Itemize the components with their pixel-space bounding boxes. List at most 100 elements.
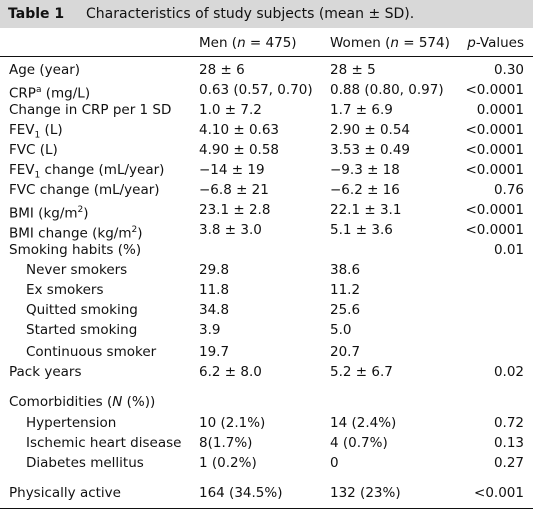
p-value: <0.0001	[465, 82, 524, 98]
p-value: <0.0001	[465, 122, 524, 138]
women-value: 0.88 (0.80, 0.97)	[330, 82, 444, 98]
table-row: BMI (kg/m2) 23.1 ± 2.8 22.1 ± 3.1 <0.0001	[0, 200, 533, 222]
header-rule	[0, 56, 533, 57]
men-value: 0.63 (0.57, 0.70)	[199, 82, 313, 98]
women-value: 3.53 ± 0.49	[330, 142, 411, 158]
table-row: Ischemic heart disease 8(1.7%) 4 (0.7%) 0.1…	[0, 433, 533, 453]
row-label: Hypertension	[26, 415, 117, 431]
women-value: 5.1 ± 3.6	[330, 222, 393, 238]
table-header-row: Men (n = 475) Women (n = 574) p-Values	[0, 33, 533, 53]
table-row: FEV1 change (mL/year) −14 ± 19 −9.3 ± 18 <0…	[0, 160, 533, 181]
row-label: Change in CRP per 1 SD	[9, 102, 172, 118]
p-value: 0.72	[493, 415, 524, 431]
table-row: Pack years 6.2 ± 8.0 5.2 ± 6.7 0.02	[0, 362, 533, 382]
header-cell-men: Men (n = 475)	[199, 35, 297, 51]
women-value: 11.2	[330, 282, 361, 298]
row-label: Physically active	[9, 485, 121, 501]
table-row: Quitted smoking 34.8 25.6	[0, 300, 533, 320]
bottom-rule	[0, 508, 533, 509]
row-label: FEV1 change (mL/year)	[9, 162, 165, 181]
women-value: 2.90 ± 0.54	[330, 122, 411, 138]
table-row: Never smokers 29.8 38.6	[0, 260, 533, 280]
table-row: FEV1 (L) 4.10 ± 0.63 2.90 ± 0.54 <0.0001	[0, 120, 533, 141]
row-label: Smoking habits (%)	[9, 242, 142, 258]
p-value: <0.0001	[465, 142, 524, 158]
table-row: Diabetes mellitus 1 (0.2%) 0 0.27	[0, 453, 533, 473]
men-value: 10 (2.1%)	[199, 415, 266, 431]
men-value: 1.0 ± 7.2	[199, 102, 262, 118]
table-row: Started smoking 3.9 5.0	[0, 320, 533, 340]
row-label: Diabetes mellitus	[26, 455, 144, 471]
table-row: FVC (L) 4.90 ± 0.58 3.53 ± 0.49 <0.0001	[0, 140, 533, 160]
men-value: 23.1 ± 2.8	[199, 202, 271, 218]
table-row: Ex smokers 11.8 11.2	[0, 280, 533, 300]
table-label: Table 1	[8, 6, 65, 22]
men-value: 29.8	[199, 262, 230, 278]
men-value: 3.8 ± 3.0	[199, 222, 262, 238]
table-row: FVC change (mL/year) −6.8 ± 21 −6.2 ± 16 0.…	[0, 180, 533, 200]
men-value: 4.10 ± 0.63	[199, 122, 280, 138]
table-row: BMI change (kg/m2) 3.8 ± 3.0 5.1 ± 3.6 <0.0…	[0, 220, 533, 242]
women-value: 5.0	[330, 322, 352, 338]
men-value: 8(1.7%)	[199, 435, 253, 451]
p-value: 0.01	[493, 242, 524, 258]
table-row: Comorbidities (N (%))	[0, 392, 533, 412]
women-value: 5.2 ± 6.7	[330, 364, 393, 380]
women-value: 0	[330, 455, 339, 471]
men-value: 28 ± 6	[199, 62, 245, 78]
p-value: 0.0001	[476, 102, 524, 118]
women-value: 132 (23%)	[330, 485, 401, 501]
men-value: −14 ± 19	[199, 162, 265, 178]
men-value: −6.8 ± 21	[199, 182, 269, 198]
women-value: 1.7 ± 6.9	[330, 102, 393, 118]
row-label: FVC (L)	[9, 142, 58, 158]
row-label: Never smokers	[26, 262, 128, 278]
row-label: FVC change (mL/year)	[9, 182, 160, 198]
men-value: 1 (0.2%)	[199, 455, 257, 471]
men-value: 4.90 ± 0.58	[199, 142, 280, 158]
women-value: 14 (2.4%)	[330, 415, 397, 431]
row-label: Ischemic heart disease	[26, 435, 182, 451]
p-value: 0.30	[493, 62, 524, 78]
table-row: CRPa (mg/L) 0.63 (0.57, 0.70) 0.88 (0.80, …	[0, 80, 533, 102]
p-value: 0.13	[493, 435, 524, 451]
row-label: Pack years	[9, 364, 82, 380]
men-value: 6.2 ± 8.0	[199, 364, 262, 380]
table-row: Continuous smoker 19.7 20.7	[0, 342, 533, 362]
p-value: 0.02	[493, 364, 524, 380]
women-value: 25.6	[330, 302, 361, 318]
p-value: 0.27	[493, 455, 524, 471]
table-row: Physically active 164 (34.5%) 132 (23%) <0.…	[0, 483, 533, 503]
row-label: Started smoking	[26, 322, 138, 338]
table-row: Change in CRP per 1 SD 1.0 ± 7.2 1.7 ± 6.9…	[0, 100, 533, 120]
women-value: 22.1 ± 3.1	[330, 202, 402, 218]
men-value: 34.8	[199, 302, 230, 318]
row-label: BMI change (kg/m2)	[9, 225, 143, 242]
women-value: −6.2 ± 16	[330, 182, 400, 198]
women-value: 38.6	[330, 262, 361, 278]
header-cell-p: p-Values	[467, 35, 524, 51]
men-value: 11.8	[199, 282, 230, 298]
row-label: Continuous smoker	[26, 344, 157, 360]
row-label: BMI (kg/m2)	[9, 205, 89, 222]
men-value: 164 (34.5%)	[199, 485, 283, 501]
women-value: 4 (0.7%)	[330, 435, 388, 451]
table-title-bar: Table 1 Characteristics of study subject…	[0, 0, 533, 28]
p-value: <0.001	[474, 485, 524, 501]
women-value: 28 ± 5	[330, 62, 376, 78]
row-label: Ex smokers	[26, 282, 104, 298]
table-row: Age (year) 28 ± 6 28 ± 5 0.30	[0, 60, 533, 80]
table-row: Smoking habits (%) 0.01	[0, 240, 533, 260]
men-value: 3.9	[199, 322, 221, 338]
men-value: 19.7	[199, 344, 230, 360]
header-cell-women: Women (n = 574)	[330, 35, 450, 51]
p-value: <0.0001	[465, 222, 524, 238]
p-value: 0.76	[493, 182, 524, 198]
table-caption: Characteristics of study subjects (mean …	[86, 6, 415, 22]
row-label: Comorbidities (N (%))	[9, 394, 156, 410]
row-label: FEV1 (L)	[9, 122, 63, 141]
row-label: Quitted smoking	[26, 302, 138, 318]
women-value: −9.3 ± 18	[330, 162, 400, 178]
p-value: <0.0001	[465, 162, 524, 178]
row-label: Age (year)	[9, 62, 81, 78]
